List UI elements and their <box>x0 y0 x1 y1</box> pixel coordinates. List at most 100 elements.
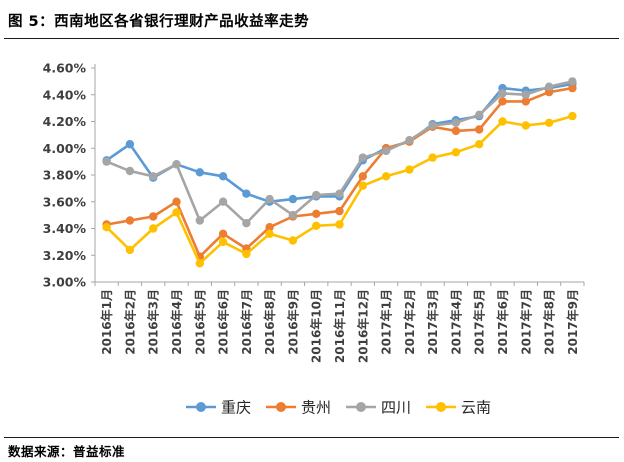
data-point <box>335 189 344 198</box>
data-point <box>521 121 530 130</box>
data-point <box>125 216 135 225</box>
x-axis-label: 2017年7月 <box>518 289 533 355</box>
y-axis-label: 4.00% <box>43 141 87 156</box>
data-point <box>149 172 158 181</box>
legend-item-2: 四川 <box>346 399 411 417</box>
data-point <box>265 229 274 238</box>
legend-label: 四川 <box>381 399 411 417</box>
data-point <box>381 146 391 156</box>
y-axis-label: 4.20% <box>43 114 87 129</box>
data-point <box>335 206 344 216</box>
data-point <box>428 121 437 130</box>
legend-item-0: 重庆 <box>186 399 251 417</box>
x-axis-label: 2016年6月 <box>216 289 231 355</box>
x-axis-label: 2016年5月 <box>192 289 207 355</box>
data-point <box>125 245 135 255</box>
legend-item-3: 云南 <box>426 399 491 417</box>
data-point <box>265 194 274 204</box>
data-point <box>125 140 135 149</box>
figure-title: 图 5：西南地区各省银行理财产品收益率走势 <box>8 14 310 30</box>
data-point <box>568 111 577 121</box>
data-point <box>405 136 414 145</box>
data-point <box>218 237 228 247</box>
y-axis-label: 4.60% <box>43 61 87 76</box>
data-point <box>475 140 484 149</box>
data-point <box>242 219 251 228</box>
y-axis-label: 3.40% <box>43 221 87 236</box>
legend-marker-swatch <box>436 402 446 412</box>
data-point <box>242 189 251 198</box>
series-line-1 <box>105 86 574 258</box>
data-point <box>451 148 461 157</box>
x-axis-label: 2016年10月 <box>309 289 324 363</box>
data-point <box>451 126 461 136</box>
x-axis-label: 2016年8月 <box>262 289 277 355</box>
yield-trend-line-chart: 4.60% 4.40% 4.20% 4.00% 3.80% 3.60% 3.40% 3.20%… <box>43 61 585 417</box>
x-axis-label: 2016年11月 <box>332 289 347 363</box>
data-point <box>428 153 437 162</box>
y-axis-label: 4.40% <box>43 87 87 102</box>
x-axis-label: 2017年6月 <box>495 289 510 355</box>
data-point <box>218 172 228 181</box>
y-axis-label: 3.80% <box>43 168 87 183</box>
y-axis-label: 3.20% <box>43 248 87 263</box>
data-point <box>312 221 321 230</box>
x-axis-label: 2017年2月 <box>402 289 417 355</box>
data-point <box>265 223 274 232</box>
data-point <box>475 125 484 134</box>
data-point <box>381 172 391 181</box>
legend-label: 贵州 <box>301 399 331 417</box>
data-point <box>288 236 298 245</box>
data-point <box>358 172 367 181</box>
x-axis-label: 2017年5月 <box>472 289 487 355</box>
data-point <box>288 194 298 204</box>
x-axis-label: 2016年1月 <box>99 289 114 355</box>
data-point <box>358 181 367 190</box>
y-axis-label: 3.60% <box>43 194 87 209</box>
legend-label: 云南 <box>461 399 491 417</box>
data-point <box>405 165 414 174</box>
legend-marker-swatch <box>276 402 286 412</box>
data-point <box>102 157 111 166</box>
data-point <box>172 197 181 206</box>
legend-label: 重庆 <box>221 399 251 417</box>
x-axis-label: 2017年3月 <box>425 289 440 355</box>
legend-marker-swatch <box>356 402 366 412</box>
data-point <box>568 83 577 93</box>
data-point <box>102 223 111 232</box>
data-point <box>544 118 554 128</box>
data-point <box>521 97 530 106</box>
x-axis-label: 2016年12月 <box>355 289 370 363</box>
data-point <box>172 160 181 169</box>
data-point <box>498 89 507 98</box>
title-divider <box>4 38 619 39</box>
data-point <box>288 210 298 220</box>
data-point <box>544 82 554 91</box>
data-point <box>218 197 228 206</box>
data-point <box>195 216 204 225</box>
x-axis-label: 2017年9月 <box>565 289 580 355</box>
data-point <box>149 224 158 233</box>
x-axis-label: 2017年8月 <box>542 289 557 355</box>
legend-marker-swatch <box>196 402 206 412</box>
data-point <box>358 153 367 162</box>
x-axis-label: 2016年3月 <box>146 289 161 355</box>
data-point <box>172 208 181 217</box>
data-point <box>195 168 204 177</box>
x-axis-label: 2016年7月 <box>239 289 254 355</box>
data-point <box>125 166 135 176</box>
data-point <box>242 249 251 259</box>
data-point <box>451 118 461 128</box>
data-point <box>568 77 577 86</box>
data-point <box>335 220 344 229</box>
data-point <box>149 212 158 221</box>
data-point <box>218 229 228 238</box>
data-point <box>475 110 484 120</box>
data-source-note: 数据来源：普益标准 <box>8 444 126 459</box>
y-axis-label: 3.00% <box>43 275 87 290</box>
legend-item-1: 贵州 <box>266 399 331 417</box>
data-point <box>521 90 530 99</box>
x-axis-label: 2017年4月 <box>448 289 463 355</box>
x-axis-label: 2017年1月 <box>379 289 394 355</box>
